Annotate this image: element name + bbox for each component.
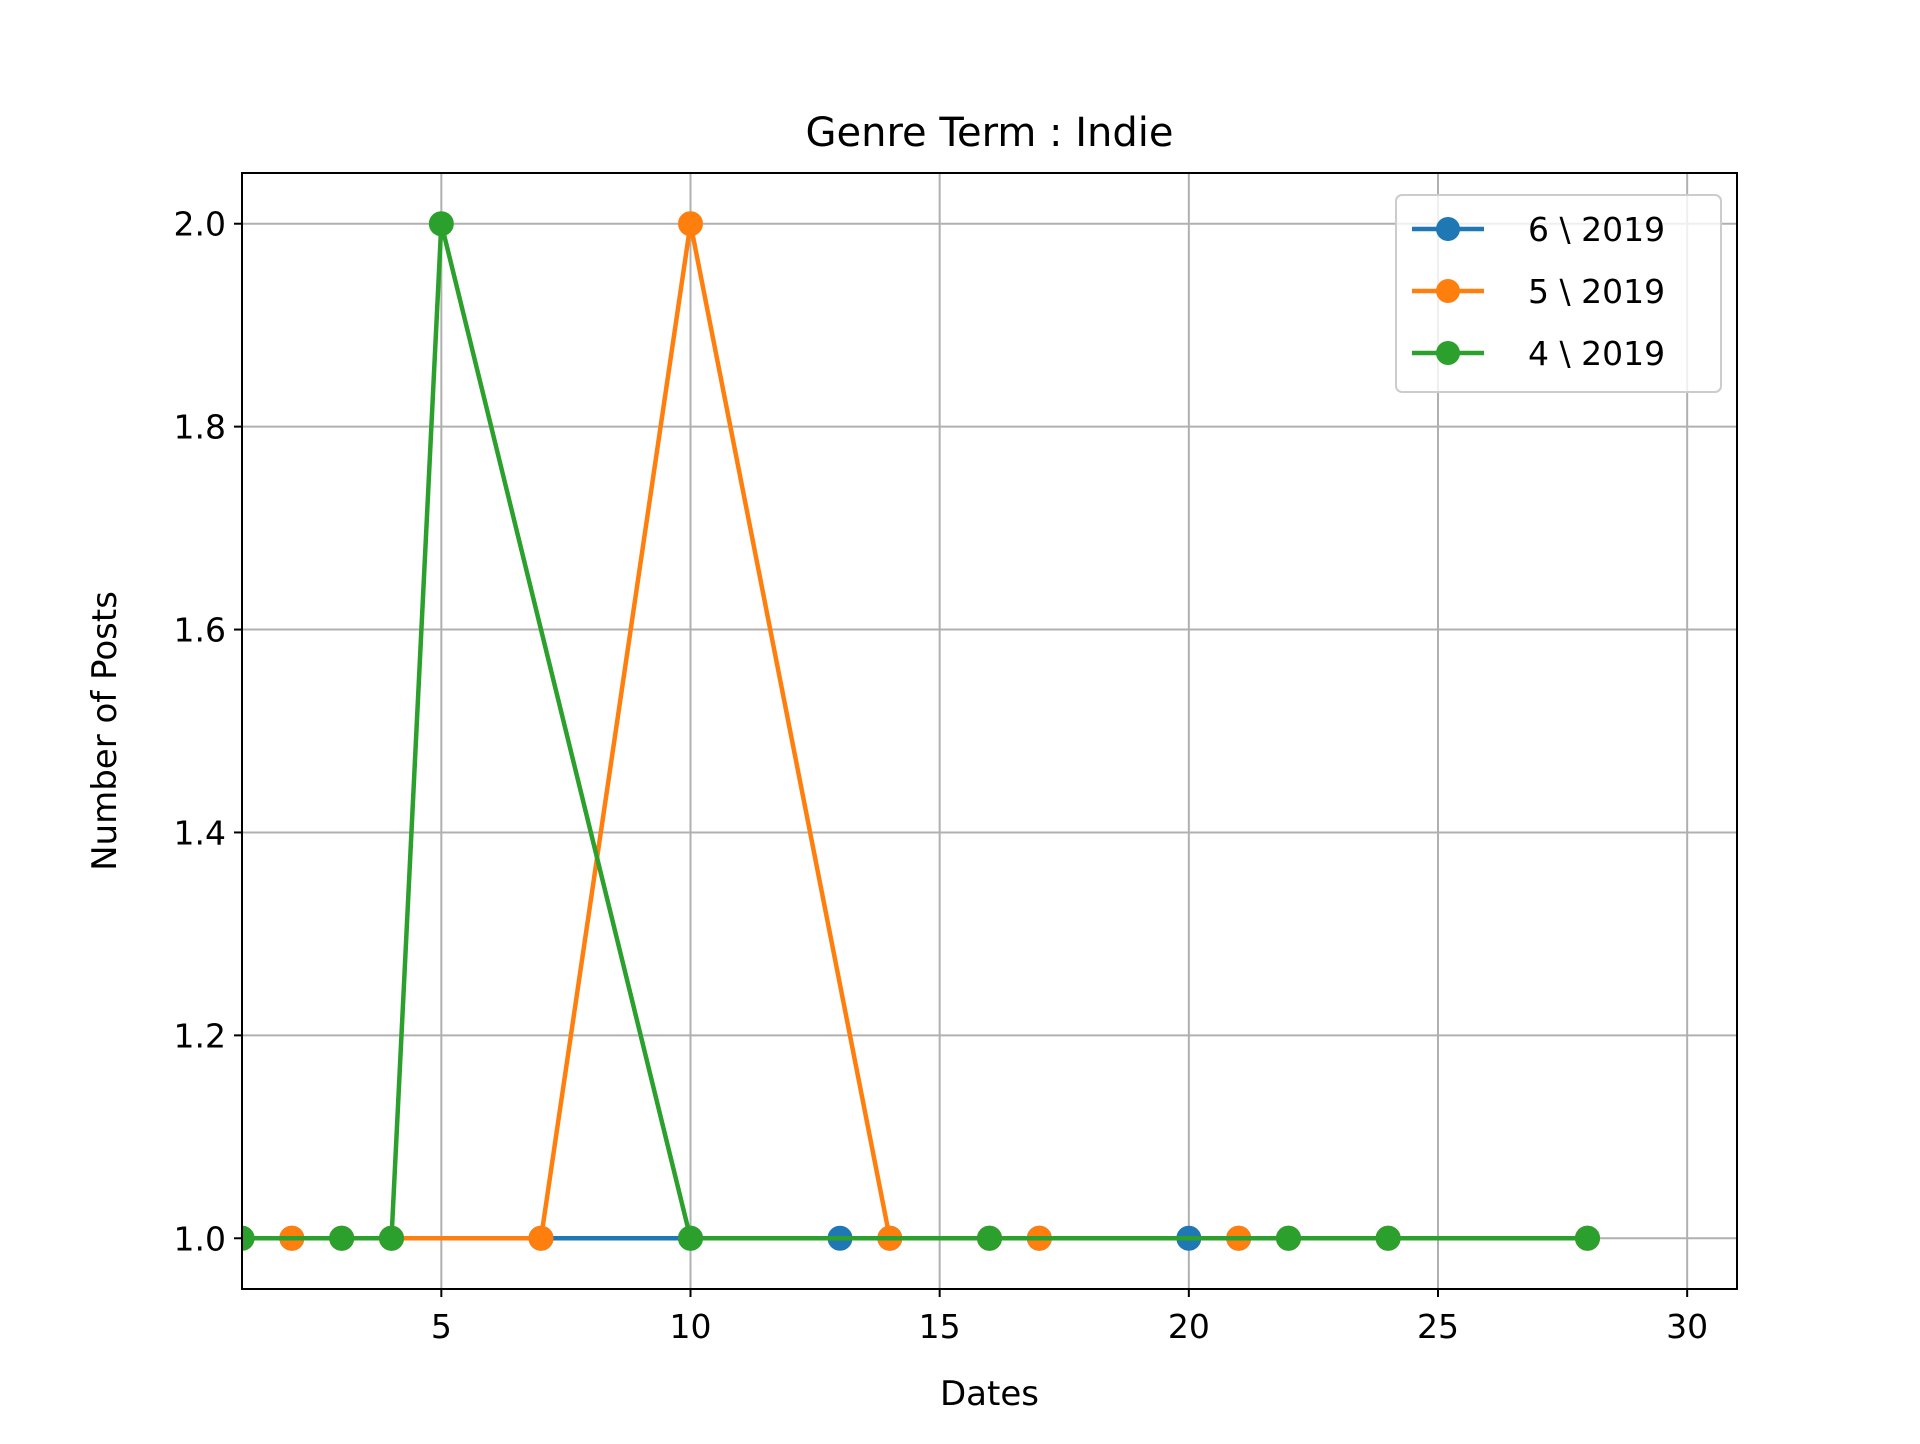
plot-area-frame <box>241 172 1738 1290</box>
data-point <box>242 1225 255 1251</box>
data-point <box>1276 1225 1301 1251</box>
data-point <box>379 1225 404 1251</box>
y-tick-label: 2.0 <box>174 205 226 244</box>
y-tick-label: 1.6 <box>174 611 226 650</box>
legend-label: 6 \ 2019 <box>1528 210 1665 249</box>
y-axis-label: Number of Posts <box>85 591 125 871</box>
legend: 6 \ 2019 5 \ 2019 4 \ 2019 <box>1395 194 1722 393</box>
data-point <box>977 1225 1002 1251</box>
chart-title: Genre Term : Indie <box>806 110 1174 156</box>
y-tick-label: 1.2 <box>174 1016 226 1055</box>
legend-label: 5 \ 2019 <box>1528 272 1665 311</box>
legend-box <box>1395 194 1722 393</box>
x-tick-label: 30 <box>1666 1307 1708 1346</box>
legend-marker <box>1436 279 1460 303</box>
x-tick-label: 5 <box>431 1307 452 1346</box>
x-tick-label: 25 <box>1417 1307 1459 1346</box>
y-tick-label: 1.8 <box>174 408 226 447</box>
data-point <box>678 1225 703 1251</box>
data-point <box>1375 1225 1401 1251</box>
grid-lines <box>242 173 1737 1289</box>
data-point <box>528 1225 554 1251</box>
data-point <box>329 1225 355 1251</box>
legend-label: 4 \ 2019 <box>1528 334 1665 373</box>
data-point <box>1575 1225 1600 1251</box>
data-point <box>678 211 703 237</box>
x-tick-label: 15 <box>919 1307 961 1346</box>
series-layer <box>242 211 1600 1251</box>
y-tick-label: 1.0 <box>174 1219 226 1258</box>
data-point <box>428 211 454 237</box>
x-tick-label: 20 <box>1168 1307 1210 1346</box>
x-tick-label: 10 <box>670 1307 712 1346</box>
x-axis-label: Dates <box>940 1374 1039 1414</box>
legend-marker <box>1436 341 1460 365</box>
axis-ticks: 5 10 15 20 25 30 1.0 1.2 1.4 1.6 1.8 2.0 <box>174 205 1709 1346</box>
series-group <box>242 211 1600 1251</box>
legend-marker <box>1436 217 1460 241</box>
y-tick-label: 1.4 <box>174 813 226 852</box>
